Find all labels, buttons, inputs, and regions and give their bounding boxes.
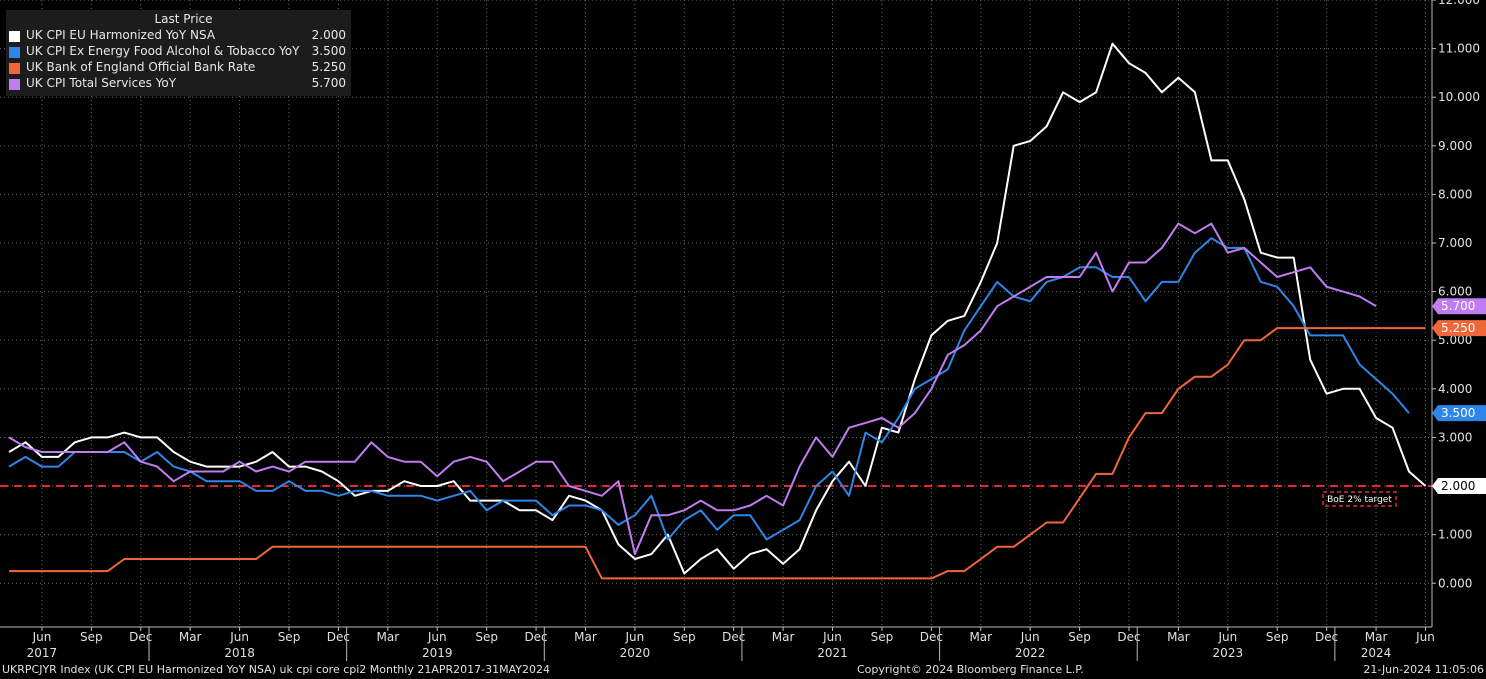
- x-tick-label: Mar: [377, 630, 400, 644]
- footer-security-description: UKRPCJYR Index (UK CPI EU Harmonized YoY…: [2, 663, 550, 676]
- x-tick-label: Mar: [1167, 630, 1190, 644]
- last-value-badge-label: 5.250: [1441, 321, 1475, 335]
- legend-entry-value: 3.500: [311, 44, 346, 58]
- legend-swatch: [9, 63, 20, 74]
- x-tick-label: Sep: [278, 630, 301, 644]
- x-year-label: 2023: [1213, 646, 1244, 660]
- x-tick-label: Dec: [327, 630, 350, 644]
- y-tick-label: 1.000: [1438, 528, 1472, 542]
- y-axis: 0.000 1.000 2.000 3.000 4.000 5.000 6.000 7.000…: [1431, 0, 1486, 627]
- legend-entry: UK Bank of England Official Bank Rate 5.…: [6, 60, 346, 76]
- x-tick-label: Dec: [1117, 630, 1140, 644]
- last-value-badge: 3.500: [1432, 405, 1486, 422]
- y-tick-label: 4.000: [1438, 382, 1472, 396]
- y-tick-label: 0.000: [1438, 576, 1472, 590]
- last-value-badge-bg: [1432, 320, 1486, 337]
- x-tick-label: Sep: [673, 630, 696, 644]
- last-value-badge: 5.250: [1432, 320, 1486, 337]
- x-year-label: 2018: [224, 646, 255, 660]
- legend: Last Price UK CPI EU Harmonized YoY NSA …: [6, 10, 351, 96]
- series-lines: [8, 42, 1427, 580]
- x-tick-label: Mar: [1365, 630, 1388, 644]
- x-tick-label: Sep: [475, 630, 498, 644]
- series-line: [8, 237, 1410, 541]
- x-tick-label: Mar: [969, 630, 992, 644]
- y-tick-label: 6.000: [1438, 285, 1472, 299]
- y-tick-label: 7.000: [1438, 236, 1472, 250]
- legend-swatch: [9, 31, 20, 42]
- series-line: [8, 222, 1377, 556]
- reference-label-box: [1322, 491, 1397, 507]
- x-tick-label: Dec: [524, 630, 547, 644]
- legend-entry-value: 5.250: [311, 60, 346, 74]
- x-year-label: 2020: [620, 646, 651, 660]
- x-tick-label: Dec: [920, 630, 943, 644]
- x-tick-label: Mar: [179, 630, 202, 644]
- y-tick-label: 10.000: [1438, 90, 1480, 104]
- legend-entry-name: UK Bank of England Official Bank Rate: [26, 60, 256, 74]
- y-tick-label: 11.000: [1438, 42, 1480, 56]
- x-tick-label: Sep: [871, 630, 894, 644]
- legend-entry: UK CPI EU Harmonized YoY NSA 2.000: [6, 28, 346, 44]
- last-value-badge-bg: [1432, 298, 1486, 315]
- x-axis: Jun Sep Dec Mar Jun Sep Dec Mar Jun Sep Dec Mar Jun S…: [0, 626, 1435, 661]
- x-year-label: 2019: [422, 646, 453, 660]
- x-tick-label: Jun: [1217, 630, 1237, 644]
- series-line: [9, 327, 1426, 580]
- legend-swatch: [9, 47, 20, 58]
- x-tick-label: Sep: [1266, 630, 1289, 644]
- y-tick-label: 3.000: [1438, 430, 1472, 444]
- last-value-badge-bg: [1432, 478, 1486, 495]
- y-tick-label: 5.000: [1438, 333, 1472, 347]
- legend-title: Last Price: [154, 12, 213, 26]
- last-value-badge: 2.000: [1432, 478, 1486, 495]
- footer-timestamp: 21-Jun-2024 11:05:06: [1363, 663, 1484, 676]
- legend-entry-value: 2.000: [311, 28, 346, 42]
- x-tick-label: Dec: [1315, 630, 1338, 644]
- y-tick-label: 12.000: [1438, 0, 1480, 7]
- x-tick-label: Sep: [1068, 630, 1091, 644]
- x-tick-label: Jun: [32, 630, 52, 644]
- x-year-label: 2017: [27, 646, 58, 660]
- x-tick-label: Jun: [229, 630, 249, 644]
- legend-entry-name: UK CPI Total Services YoY: [26, 76, 177, 90]
- last-value-badge-bg: [1432, 405, 1486, 422]
- x-tick-label: Jun: [1415, 630, 1435, 644]
- last-value-badge-label: 2.000: [1441, 479, 1475, 493]
- legend-entry-value: 5.700: [311, 76, 346, 90]
- x-tick-label: Mar: [772, 630, 795, 644]
- legend-entry-name: UK CPI EU Harmonized YoY NSA: [26, 28, 216, 42]
- legend-swatch: [9, 79, 20, 90]
- series-line: [8, 42, 1427, 575]
- x-year-label: 2021: [817, 646, 848, 660]
- y-tick-label: 8.000: [1438, 187, 1472, 201]
- x-tick-label: Jun: [822, 630, 842, 644]
- legend-entry: UK CPI Ex Energy Food Alcohol & Tobacco …: [6, 44, 346, 60]
- legend-entry: UK CPI Total Services YoY 5.700: [6, 76, 346, 92]
- footer-copyright: Copyright© 2024 Bloomberg Finance L.P.: [857, 663, 1084, 676]
- gridlines: [0, 0, 1432, 627]
- x-year-label: 2022: [1015, 646, 1046, 660]
- last-value-badge-label: 3.500: [1441, 406, 1475, 420]
- x-tick-label: Dec: [129, 630, 152, 644]
- x-tick-label: Jun: [625, 630, 645, 644]
- x-tick-label: Sep: [80, 630, 103, 644]
- x-tick-label: Jun: [1020, 630, 1040, 644]
- x-tick-label: Mar: [574, 630, 597, 644]
- legend-entry-name: UK CPI Ex Energy Food Alcohol & Tobacco …: [26, 44, 300, 58]
- x-tick-label: Dec: [722, 630, 745, 644]
- target-reference-line: BoE 2% target: [0, 485, 1432, 507]
- x-tick-label: Jun: [427, 630, 447, 644]
- last-value-badge: 5.700: [1432, 298, 1486, 315]
- y-tick-label: 9.000: [1438, 139, 1472, 153]
- x-year-label: 2024: [1361, 646, 1392, 660]
- last-value-badge-label: 5.700: [1441, 299, 1475, 313]
- reference-label: BoE 2% target: [1327, 495, 1392, 505]
